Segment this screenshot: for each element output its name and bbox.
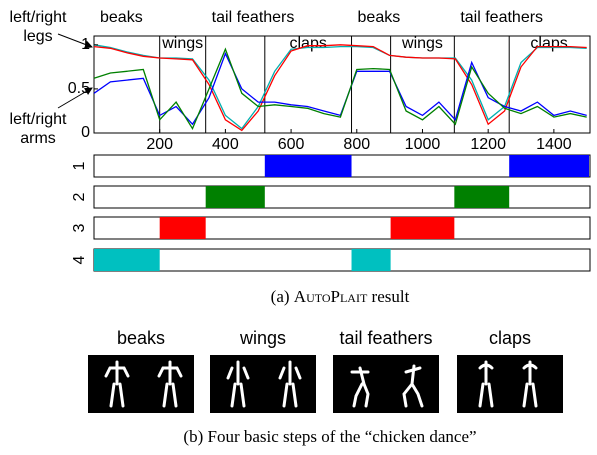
y-tick-label: 0 <box>81 124 90 141</box>
regime-segment <box>351 249 391 271</box>
plot-frame <box>93 35 591 134</box>
caption-b: (b) Four basic steps of the “chicken dan… <box>183 427 476 446</box>
x-tick-label: 1000 <box>405 136 441 153</box>
segment-label: tail feathers <box>212 9 295 26</box>
regime-segment <box>390 217 455 239</box>
step-label: claps <box>489 328 531 348</box>
caption-a: (a) AutoPlait result <box>271 287 410 306</box>
x-tick-label: 200 <box>146 136 173 153</box>
annotation-line: left/right <box>10 111 67 128</box>
segment-label: beaks <box>358 9 401 26</box>
regime-label: 2 <box>71 192 88 201</box>
caption-name: AutoPlait <box>294 287 368 306</box>
segment-label: beaks <box>100 9 143 26</box>
regime-label: 4 <box>71 255 88 264</box>
regime-segment <box>509 155 590 177</box>
y-tick-label: 0.5 <box>68 80 90 97</box>
regime-row <box>93 216 591 240</box>
segment-label: wings <box>401 35 443 52</box>
annotation-line: arms <box>20 130 56 147</box>
segment-label: claps <box>530 35 567 52</box>
regime-segment <box>205 186 265 208</box>
regime-segment <box>454 186 510 208</box>
arrow <box>57 33 93 49</box>
x-tick-label: 400 <box>212 136 239 153</box>
x-tick-label: 1400 <box>536 136 572 153</box>
segment-label: tail feathers <box>460 9 543 26</box>
y-tick-label: 1 <box>81 36 90 53</box>
x-tick-label: 800 <box>343 136 370 153</box>
caption-rest: result <box>372 287 410 306</box>
annotation-line: left/right <box>10 9 67 26</box>
regime-segment <box>159 217 206 239</box>
step-images <box>88 355 563 413</box>
caption-prefix: (a) <box>271 287 290 306</box>
x-tick-label: 600 <box>278 136 305 153</box>
series-line <box>93 47 587 131</box>
series-line <box>93 44 587 132</box>
step-image <box>457 355 563 413</box>
regime-segment <box>94 249 160 271</box>
regime-label: 1 <box>71 161 88 170</box>
step-image <box>333 355 439 413</box>
step-image <box>210 355 316 413</box>
regime-row <box>93 248 591 272</box>
annotation: left/right legs <box>10 9 67 45</box>
step-label: tail feathers <box>339 328 432 348</box>
step-label: wings <box>239 328 286 348</box>
annotation: left/right arms <box>10 111 67 147</box>
stick-figures <box>104 360 538 408</box>
regime-label: 3 <box>71 223 88 232</box>
regime-segment <box>264 155 352 177</box>
step-label: beaks <box>117 328 165 348</box>
annotation-line: legs <box>23 28 52 45</box>
regime-row <box>93 185 591 209</box>
x-tick-label: 1200 <box>470 136 506 153</box>
arrow <box>57 87 93 109</box>
segment-label: wings <box>161 35 203 52</box>
step-image <box>88 355 194 413</box>
